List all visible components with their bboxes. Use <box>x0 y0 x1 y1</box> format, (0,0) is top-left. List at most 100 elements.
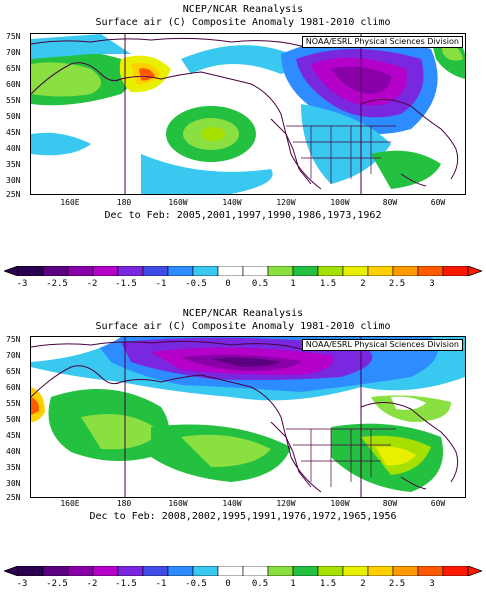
map1-anomaly-field <box>31 34 465 194</box>
map2-lon-label: 140W <box>222 499 242 508</box>
colorbar-2-tick: -2.5 <box>46 579 68 589</box>
map2-title-line2: Surface air (C) Composite Anomaly 1981-2… <box>95 321 391 332</box>
map2-lat-label: 75N <box>6 335 21 344</box>
colorbar-1-tick: -2 <box>86 279 98 289</box>
map2-lat-label: 45N <box>6 431 21 440</box>
map1-lat-label: 75N <box>6 32 21 41</box>
colorbar-arrow-high <box>467 566 482 576</box>
colorbar-cell <box>267 566 294 576</box>
colorbar-1-tick: 1 <box>290 279 296 289</box>
colorbar-2-tick: 3 <box>429 579 435 589</box>
colorbar-cell <box>317 566 344 576</box>
map1-lat-label: 25N <box>6 190 21 199</box>
map1-lon-label: 60W <box>430 198 446 207</box>
colorbar-cell <box>17 566 44 576</box>
colorbar-cell <box>242 266 269 276</box>
colorbar-2-tick: -1 <box>155 579 167 589</box>
colorbar-cell <box>42 566 69 576</box>
colorbar-cell <box>367 566 394 576</box>
map1-lat-label: 60N <box>6 80 21 89</box>
map1-title-line1: NCEP/NCAR Reanalysis <box>182 4 304 15</box>
colorbar-1-tick: -0.5 <box>185 279 207 289</box>
map1-lon-label: 140W <box>222 198 242 207</box>
map2-state-borders <box>286 428 396 487</box>
map2-anomaly-field <box>31 337 465 497</box>
map1-lon-label: 180 <box>116 198 132 207</box>
colorbar-cell <box>342 266 369 276</box>
map1-state-borders <box>286 125 396 184</box>
colorbar-2-tick: 2 <box>360 579 366 589</box>
map2-lat-label: 35N <box>6 463 21 472</box>
colorbar-2-tick: -0.5 <box>185 579 207 589</box>
colorbar-cell <box>192 266 219 276</box>
colorbar-cell <box>142 266 169 276</box>
map1-lat-label: 40N <box>6 144 21 153</box>
colorbar-cell <box>167 566 194 576</box>
map2-caption: Dec to Feb: 2008,2002,1995,1991,1976,197… <box>89 511 397 522</box>
colorbar-cell <box>117 566 144 576</box>
colorbar-cell <box>67 266 94 276</box>
map2-lat-label: 30N <box>6 479 21 488</box>
colorbar-arrow-low <box>4 266 19 276</box>
map2-lon-label: 100W <box>330 499 350 508</box>
colorbar-cell <box>392 566 419 576</box>
map2-panel: NOAA/ESRL Physical Sciences Division <box>30 336 466 498</box>
colorbar-cell <box>292 266 319 276</box>
colorbar-1-tick: -2.5 <box>46 279 68 289</box>
colorbar-cell <box>67 566 94 576</box>
map2-lat-label: 70N <box>6 351 21 360</box>
colorbar-cell <box>92 266 119 276</box>
colorbar-1-tick: -1.5 <box>115 279 137 289</box>
map2-lat-label: 25N <box>6 493 21 502</box>
colorbar-cell <box>417 566 444 576</box>
colorbar-cell <box>342 566 369 576</box>
map2-lon-label: 180 <box>116 499 132 508</box>
map1-lon-label: 80W <box>382 198 398 207</box>
colorbar-cell <box>417 266 444 276</box>
colorbar-1-tick: -1 <box>155 279 167 289</box>
colorbar-cell <box>292 566 319 576</box>
colorbar-1-tick: 2 <box>360 279 366 289</box>
map2-lat-label: 40N <box>6 447 21 456</box>
colorbar-cell <box>317 266 344 276</box>
map2-attribution: NOAA/ESRL Physical Sciences Division <box>301 339 463 351</box>
map2-lat-label: 60N <box>6 383 21 392</box>
map2-lon-label: 60W <box>430 499 446 508</box>
map1-lat-label: 35N <box>6 160 21 169</box>
colorbar-cell <box>42 266 69 276</box>
map2-lat-label: 55N <box>6 399 21 408</box>
map2-title-line1: NCEP/NCAR Reanalysis <box>182 308 304 319</box>
map1-caption: Dec to Feb: 2005,2001,1997,1990,1986,197… <box>104 210 382 221</box>
colorbar-cell <box>242 566 269 576</box>
colorbar-arrow-low <box>4 566 19 576</box>
map2-lon-label: 80W <box>382 499 398 508</box>
map1-lat-label: 70N <box>6 48 21 57</box>
colorbar-2 <box>4 566 482 576</box>
colorbar-2-tick: -2 <box>86 579 98 589</box>
map1-lat-label: 55N <box>6 96 21 105</box>
colorbar-2-tick: -3 <box>16 579 28 589</box>
colorbar-cell <box>217 266 244 276</box>
colorbar-2-tick: -1.5 <box>115 579 137 589</box>
colorbar-arrow-high <box>467 266 482 276</box>
map2-lon-label: 120W <box>276 499 296 508</box>
colorbar-1-tick: 1.5 <box>319 279 337 289</box>
map1-title-line2: Surface air (C) Composite Anomaly 1981-2… <box>95 17 391 28</box>
colorbar-cell <box>167 266 194 276</box>
map1-lat-label: 50N <box>6 112 21 121</box>
map1-lat-label: 65N <box>6 64 21 73</box>
map2-lon-label: 160E <box>60 499 80 508</box>
colorbar-cell <box>442 266 469 276</box>
map1-lat-label: 45N <box>6 128 21 137</box>
colorbar-2-tick: 1 <box>290 579 296 589</box>
colorbar-cell <box>17 266 44 276</box>
map1-attribution: NOAA/ESRL Physical Sciences Division <box>301 36 463 48</box>
colorbar-cell <box>442 566 469 576</box>
colorbar-2-tick: 0 <box>225 579 231 589</box>
colorbar-1-tick: 0.5 <box>251 279 269 289</box>
colorbar-1-tick: 3 <box>429 279 435 289</box>
map2-lat-label: 65N <box>6 367 21 376</box>
colorbar-2-tick: 2.5 <box>388 579 406 589</box>
map1-lon-label: 120W <box>276 198 296 207</box>
colorbar-cell <box>267 266 294 276</box>
